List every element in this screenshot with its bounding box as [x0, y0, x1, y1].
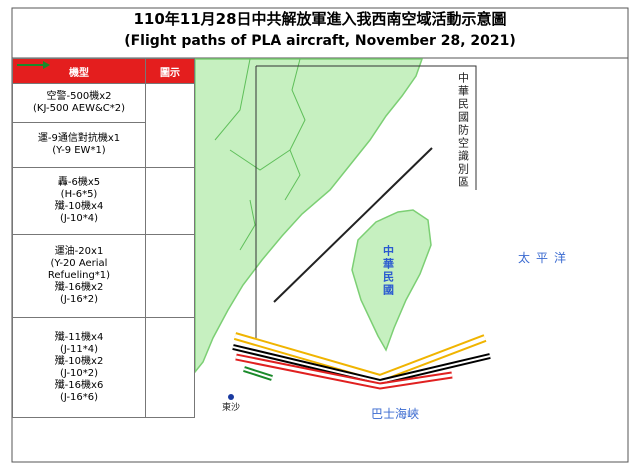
aircraft-cell: 空警-500機x2 (KJ-500 AEW&C*2) [12, 83, 146, 123]
aircraft-cell: 殲-11機x4 (J-11*4) 殲-10機x2 (J-10*2) 殲-16機x6 (J-… [12, 317, 146, 418]
aircraft-line: (J-16*2) [59, 294, 99, 305]
legend-header: 機型 圖示 [12, 58, 195, 84]
dongsha-marker [228, 394, 234, 400]
aircraft-line: 空警-500機x2 [46, 91, 112, 102]
flight-path-inner [235, 355, 453, 388]
taiwan-label: 中華民國 [382, 244, 395, 297]
column-header: 圖示 [145, 58, 195, 84]
title-block: 110年11月28日中共解放軍進入我西南空域活動示意圖 (Flight path… [12, 8, 628, 58]
aircraft-line: (H-6*5) [60, 189, 98, 200]
aircraft-line: 殲-10機x2 [54, 355, 104, 367]
aircraft-line: (KJ-500 AEW&C*2) [32, 103, 126, 114]
aircraft-line: 殲-10機x4 [54, 201, 104, 212]
title: 110年11月28日中共解放軍進入我西南空域活動示意圖 [133, 10, 507, 28]
legend-row: 空警-500機x2 (KJ-500 AEW&C*2) [12, 60, 195, 168]
icon-cell [16, 60, 195, 318]
median-line [273, 147, 433, 303]
legend-row: 殲-11機x4 (J-11*4) 殲-10機x2 (J-10*2) 殲-16機x6 (J-… [12, 60, 195, 418]
dongsha-label: 東沙 [222, 401, 240, 413]
legend-row: 轟-6機x5 (H-6*5) 殲-10機x4 (J-10*4) [12, 60, 195, 235]
pacific-label: 太平洋 [518, 250, 572, 265]
flight-path-inner [232, 346, 491, 384]
aircraft-line: (J-16*6) [59, 391, 99, 403]
legend-row: 運油-20x1 (Y-20 Aerial Refueling*1) 殲-16機x2 (J… [12, 60, 195, 318]
aircraft-cell: 運-9通信對抗機x1 (Y-9 EW*1) [12, 122, 146, 168]
aircraft-line: 運-9通信對抗機x1 [37, 133, 121, 144]
bashi-label: 巴士海峽 [371, 406, 419, 421]
aircraft-cell: 轟-6機x5 (H-6*5) 殲-10機x4 (J-10*4) [12, 167, 146, 235]
aircraft-line: (J-11*4) [59, 343, 99, 355]
icon-cell [16, 60, 195, 235]
aircraft-line: 轟-6機x5 [57, 177, 101, 188]
aircraft-cell: 運油-20x1 (Y-20 Aerial Refueling*1) 殲-16機x2 (J… [12, 234, 146, 318]
aircraft-line: 殲-16機x2 [54, 282, 104, 293]
aircraft-line: (Y-20 Aerial [50, 258, 108, 269]
aircraft-line: 運油-20x1 [54, 246, 104, 257]
legend: 機型 圖示 空警-500機x2 (KJ-500 AEW&C*2) 運-9通信對抗機x1(… [12, 58, 195, 418]
arrow-head [42, 60, 50, 69]
icon-cell [16, 60, 195, 418]
aircraft-line: 殲-11機x4 [54, 331, 104, 343]
icon-cell [16, 60, 195, 168]
province-border [214, 58, 306, 251]
adiz-label: 中華民國防空識別區 [457, 72, 470, 189]
aircraft-line: (J-10*2) [59, 367, 99, 379]
subtitle: (Flight paths of PLA aircraft, November … [124, 33, 516, 49]
aircraft-line: (J-10*4) [59, 213, 99, 224]
flight-paths [232, 332, 491, 390]
aircraft-line: (Y-9 EW*1) [52, 145, 106, 156]
flight-path-inner [234, 334, 486, 381]
mainland [194, 58, 424, 375]
aircraft-line: 殲-16機x6 [54, 379, 104, 391]
adiz-boundary [256, 65, 477, 190]
arrow-icon [16, 60, 50, 69]
taiwan [351, 209, 432, 352]
flight-path-inner [243, 368, 273, 379]
aircraft-line: Refueling*1) [47, 270, 111, 281]
